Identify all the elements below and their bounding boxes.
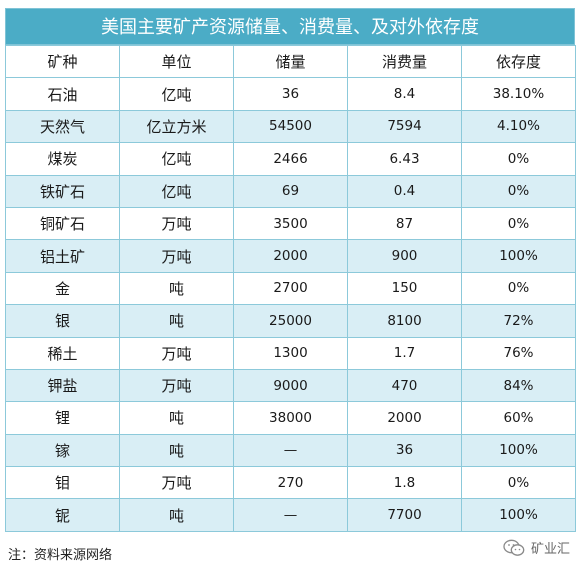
cell-mineral: 银 — [5, 304, 120, 338]
cell-unit: 万吨 — [119, 239, 234, 273]
wechat-icon — [503, 539, 525, 556]
table-row: 天然气 亿立方米 54500 7594 4.10% — [5, 109, 576, 144]
table-row: 锂吨 38000 2000 60% — [5, 401, 576, 435]
cell-reserves: 69 — [233, 174, 348, 208]
cell-mineral: 煤炭 — [5, 142, 120, 176]
cell-mineral: 铁矿石 — [5, 174, 120, 208]
cell-unit: 亿吨 — [119, 174, 234, 208]
cell-unit: 吨 — [119, 401, 234, 435]
cell-unit: 吨 — [119, 433, 234, 468]
cell-consumption: 6.43 — [347, 142, 462, 176]
cell-reserves: 3500 — [233, 206, 348, 241]
cell-reserves: 2000 — [233, 239, 348, 273]
cell-mineral: 镓 — [5, 433, 120, 468]
header-unit: 单位 — [119, 44, 234, 79]
cell-unit: 亿立方米 — [119, 109, 234, 144]
table-row: 铝土矿 万吨 2000 900 100% — [5, 239, 576, 273]
cell-reserves: 25000 — [233, 304, 348, 338]
cell-dependence: 60% — [461, 401, 576, 435]
cell-consumption: 1.8 — [347, 466, 462, 500]
cell-consumption: 1.7 — [347, 336, 462, 370]
cell-unit: 万吨 — [119, 336, 234, 370]
cell-mineral: 稀土 — [5, 336, 120, 370]
table-row: 金吨 2700 150 0% — [5, 271, 576, 306]
cell-unit: 吨 — [119, 271, 234, 306]
cell-reserves: 9000 — [233, 368, 348, 403]
header-mineral: 矿种 — [5, 44, 120, 79]
table-row: 银吨 25000 8100 72% — [5, 304, 576, 338]
header-dependence: 依存度 — [461, 44, 576, 79]
cell-dependence: 100% — [461, 433, 576, 468]
cell-dependence: 0% — [461, 206, 576, 241]
cell-mineral: 钾盐 — [5, 368, 120, 403]
cell-consumption: 900 — [347, 239, 462, 273]
header-row: 矿种 单位 储量 消费量 依存度 — [5, 44, 576, 79]
cell-unit: 万吨 — [119, 206, 234, 241]
cell-consumption: 150 — [347, 271, 462, 306]
cell-mineral: 铜矿石 — [5, 206, 120, 241]
table-row: 铜矿石 万吨 3500 87 0% — [5, 206, 576, 241]
cell-dependence: 0% — [461, 271, 576, 306]
cell-consumption: 8.4 — [347, 77, 462, 111]
cell-dependence: 100% — [461, 239, 576, 273]
cell-unit: 吨 — [119, 304, 234, 338]
cell-dependence: 84% — [461, 368, 576, 403]
cell-dependence: 0% — [461, 466, 576, 500]
cell-consumption: 7700 — [347, 498, 462, 532]
cell-dependence: 4.10% — [461, 109, 576, 144]
cell-dependence: 100% — [461, 498, 576, 532]
cell-consumption: 2000 — [347, 401, 462, 435]
table-row: 石油 亿吨 36 8.4 38.10% — [5, 77, 576, 111]
table-row: 煤炭 亿吨 2466 6.43 0% — [5, 142, 576, 176]
header-consumption: 消费量 — [347, 44, 462, 79]
cell-unit: 吨 — [119, 498, 234, 532]
brand-name: 矿业汇 — [530, 542, 570, 557]
cell-consumption: 0.4 — [347, 174, 462, 208]
cell-reserves: — — [233, 498, 348, 532]
cell-dependence: 0% — [461, 142, 576, 176]
cell-reserves: 2466 — [233, 142, 348, 176]
table-row: 铌吨 —7700 100% — [5, 498, 576, 532]
cell-dependence: 38.10% — [461, 77, 576, 111]
header-reserves: 储量 — [233, 44, 348, 79]
table-row: 镓吨 —36 100% — [5, 433, 576, 468]
cell-consumption: 8100 — [347, 304, 462, 338]
table-title: 美国主要矿产资源储量、消费量、及对外依存度 — [5, 8, 575, 45]
minerals-table: 矿种 单位 储量 消费量 依存度 石油 亿吨 36 8.4 38.10% 天然气 亿立方米 5… — [5, 44, 576, 532]
cell-mineral: 钼 — [5, 466, 120, 500]
cell-dependence: 72% — [461, 304, 576, 338]
cell-consumption: 36 — [347, 433, 462, 468]
cell-unit: 亿吨 — [119, 77, 234, 111]
cell-reserves: 270 — [233, 466, 348, 500]
cell-consumption: 7594 — [347, 109, 462, 144]
cell-reserves: 54500 — [233, 109, 348, 144]
cell-reserves: 1300 — [233, 336, 348, 370]
cell-consumption: 470 — [347, 368, 462, 403]
cell-dependence: 0% — [461, 174, 576, 208]
table-row: 钼万吨 270 1.8 0% — [5, 466, 576, 500]
cell-mineral: 锂 — [5, 401, 120, 435]
cell-reserves: — — [233, 433, 348, 468]
cell-mineral: 铌 — [5, 498, 120, 532]
cell-mineral: 金 — [5, 271, 120, 306]
table-row: 稀土 万吨 1300 1.7 76% — [5, 336, 576, 370]
cell-reserves: 38000 — [233, 401, 348, 435]
cell-mineral: 石油 — [5, 77, 120, 111]
cell-mineral: 铝土矿 — [5, 239, 120, 273]
cell-consumption: 87 — [347, 206, 462, 241]
cell-unit: 亿吨 — [119, 142, 234, 176]
cell-reserves: 36 — [233, 77, 348, 111]
table-container: 美国主要矿产资源储量、消费量、及对外依存度 矿种 单位 储量 消费量 依存度 石… — [5, 8, 576, 532]
cell-unit: 万吨 — [119, 466, 234, 500]
cell-mineral: 天然气 — [5, 109, 120, 144]
brand-watermark: 矿业汇 — [503, 538, 570, 557]
table-row: 钾盐 万吨 9000 470 84% — [5, 368, 576, 403]
table-row: 铁矿石 亿吨 69 0.4 0% — [5, 174, 576, 208]
cell-dependence: 76% — [461, 336, 576, 370]
cell-unit: 万吨 — [119, 368, 234, 403]
source-note: 注：资料来源网络 — [8, 548, 113, 563]
cell-reserves: 2700 — [233, 271, 348, 306]
